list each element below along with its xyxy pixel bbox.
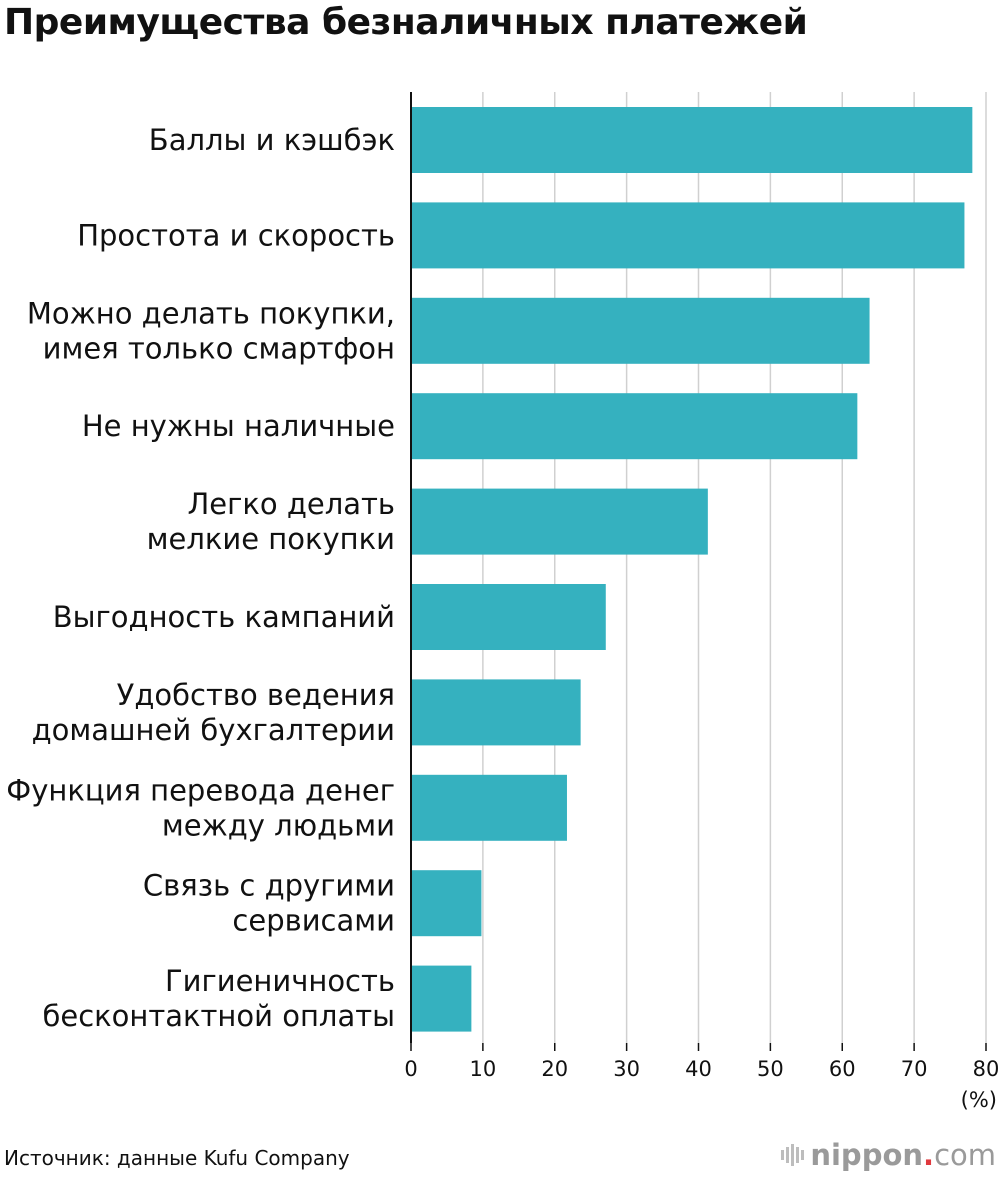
logo-mark-bar bbox=[786, 1147, 790, 1163]
bar bbox=[411, 584, 606, 650]
category-label: бесконтактной оплаты bbox=[42, 999, 395, 1033]
chart-title: Преимущества безналичных платежей bbox=[4, 2, 808, 43]
bar bbox=[411, 488, 708, 555]
nippon-logo: nippon. com bbox=[781, 1138, 996, 1172]
x-tick-label: 40 bbox=[685, 1057, 712, 1081]
category-label: домашней бухгалтерии bbox=[32, 713, 395, 747]
logo-mark-bar bbox=[796, 1147, 800, 1163]
bar bbox=[411, 774, 567, 841]
category-label: Баллы и кэшбэк bbox=[149, 123, 395, 157]
x-tick-label: 30 bbox=[613, 1057, 640, 1081]
category-label: Гигиеничность bbox=[165, 964, 395, 998]
category-labels: Баллы и кэшбэк Простота и скорость Можно д… bbox=[6, 123, 395, 1033]
x-tick-label: 80 bbox=[973, 1057, 1000, 1081]
x-tick-label: 20 bbox=[541, 1057, 568, 1081]
x-tick-label: 60 bbox=[829, 1057, 856, 1081]
category-label: сервисами bbox=[232, 904, 395, 938]
bar bbox=[411, 679, 581, 746]
bar bbox=[411, 202, 965, 269]
logo-mark-bar bbox=[781, 1150, 785, 1160]
category-label: Связь с другими bbox=[143, 869, 395, 903]
category-label: между людьми bbox=[162, 808, 395, 842]
x-axis-unit-label: (%) bbox=[961, 1088, 997, 1112]
x-tick-label: 70 bbox=[901, 1057, 928, 1081]
logo-suffix: com bbox=[934, 1138, 996, 1172]
category-label: Легко делать bbox=[187, 487, 395, 521]
category-label: имея только смартфон bbox=[43, 331, 395, 365]
source-note: Источник: данные Kufu Company bbox=[4, 1146, 350, 1170]
category-label: мелкие покупки bbox=[147, 522, 395, 556]
bar bbox=[411, 297, 870, 364]
category-label: Выгодность кампаний bbox=[53, 600, 395, 634]
bar bbox=[411, 965, 472, 1032]
x-axis-ticks: 0 10 20 30 40 50 60 70 80 bbox=[404, 1043, 999, 1081]
x-tick-label: 10 bbox=[470, 1057, 497, 1081]
category-label: Удобство ведения bbox=[117, 678, 395, 712]
bar bbox=[411, 870, 482, 937]
category-label: Не нужны наличные bbox=[82, 409, 395, 443]
x-tick-label: 0 bbox=[404, 1057, 417, 1081]
category-label: Можно делать покупки, bbox=[27, 296, 395, 330]
category-label: Функция перевода денег bbox=[6, 773, 395, 807]
bars bbox=[411, 107, 973, 1032]
bar bbox=[411, 393, 858, 460]
category-label: Простота и скорость bbox=[77, 218, 395, 252]
logo-mark-icon bbox=[781, 1144, 805, 1166]
bar bbox=[411, 107, 973, 173]
logo-mark-bar bbox=[801, 1150, 805, 1160]
logo-dot: . bbox=[923, 1138, 935, 1172]
logo-word: nippon bbox=[810, 1138, 924, 1172]
x-tick-label: 50 bbox=[757, 1057, 784, 1081]
logo-mark-bar bbox=[791, 1144, 795, 1166]
